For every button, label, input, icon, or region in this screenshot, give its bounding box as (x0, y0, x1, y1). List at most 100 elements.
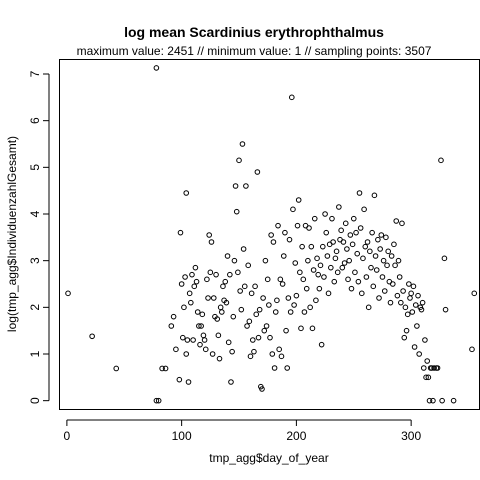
data-point (269, 351, 276, 357)
data-point (214, 316, 221, 322)
data-point (266, 302, 272, 308)
data-point (365, 304, 372, 311)
data-point (430, 397, 436, 404)
data-point (182, 274, 188, 280)
x-axis-label: tmp_agg$day_of_year (209, 451, 328, 465)
y-tick-label: 1 (28, 350, 42, 357)
data-point (330, 239, 336, 245)
data-point (202, 346, 209, 353)
data-point (404, 311, 411, 318)
data-point (268, 232, 274, 238)
data-point (192, 264, 199, 271)
data-point (205, 295, 211, 301)
data-point (301, 309, 308, 315)
data-point (197, 341, 203, 348)
data-point (357, 225, 364, 231)
data-point (170, 313, 177, 320)
data-point (213, 271, 219, 278)
data-point (356, 190, 363, 196)
data-point (469, 346, 475, 353)
data-point (285, 295, 292, 301)
data-point (368, 264, 374, 271)
data-point (232, 183, 239, 189)
data-point (271, 365, 278, 371)
chart-title: log mean Scardinius erythrophthalmus (124, 24, 384, 40)
data-point (183, 190, 190, 196)
data-point (280, 253, 287, 259)
data-point (399, 220, 405, 227)
data-point (194, 309, 201, 315)
data-point (415, 292, 421, 299)
data-point (370, 283, 377, 290)
data-point (223, 299, 230, 306)
data-point (306, 225, 312, 231)
y-tick-label: 0 (28, 397, 42, 404)
data-point (383, 234, 389, 241)
data-point (252, 283, 258, 290)
data-point (359, 290, 365, 297)
data-point (219, 309, 225, 315)
data-point (336, 204, 342, 210)
data-point (247, 353, 254, 360)
data-point (338, 227, 344, 234)
data-point (369, 229, 375, 236)
data-point (364, 239, 371, 245)
data-point (341, 260, 348, 266)
data-point (89, 333, 95, 340)
data-point (216, 355, 223, 362)
data-point (153, 65, 160, 71)
data-point (321, 274, 327, 280)
data-point (246, 318, 253, 325)
data-point (314, 255, 320, 262)
data-point (199, 311, 206, 318)
data-point (352, 269, 358, 276)
data-point (422, 337, 428, 343)
data-point (206, 232, 212, 238)
data-point (153, 397, 160, 404)
data-point (322, 211, 328, 217)
data-point (350, 215, 357, 222)
data-point (439, 397, 445, 404)
data-point (303, 285, 310, 292)
data-point (349, 241, 356, 248)
data-point (283, 327, 289, 334)
data-point (181, 304, 187, 311)
data-point (261, 327, 268, 334)
data-point (290, 206, 296, 213)
data-point (178, 281, 185, 287)
data-point (360, 255, 366, 262)
y-tick-label: 5 (28, 164, 42, 171)
data-point (308, 243, 315, 250)
data-point (168, 323, 175, 329)
data-point (233, 208, 240, 215)
data-point (408, 290, 414, 297)
data-point (396, 274, 403, 280)
y-tick-label: 2 (28, 304, 42, 311)
data-point (274, 297, 280, 304)
data-point (284, 365, 291, 371)
data-point (340, 239, 347, 245)
data-point (420, 365, 427, 371)
data-point (298, 325, 304, 332)
data-point (289, 94, 295, 101)
data-point (426, 397, 433, 404)
data-point (355, 278, 362, 285)
data-point (300, 276, 307, 283)
data-point (200, 332, 207, 339)
data-point (393, 218, 400, 224)
y-axis: 0 1 2 3 4 5 6 7 (28, 70, 50, 404)
data-point (424, 358, 431, 364)
data-point (388, 253, 395, 259)
x-tick-label: 300 (401, 429, 421, 443)
data-point (236, 157, 242, 164)
data-point (293, 292, 300, 299)
data-point (411, 344, 418, 350)
data-point (224, 253, 231, 259)
data-point (334, 269, 341, 276)
data-point (186, 290, 193, 297)
data-point (264, 276, 271, 283)
data-point (155, 397, 162, 404)
data-point (297, 269, 303, 276)
data-point (412, 302, 419, 308)
